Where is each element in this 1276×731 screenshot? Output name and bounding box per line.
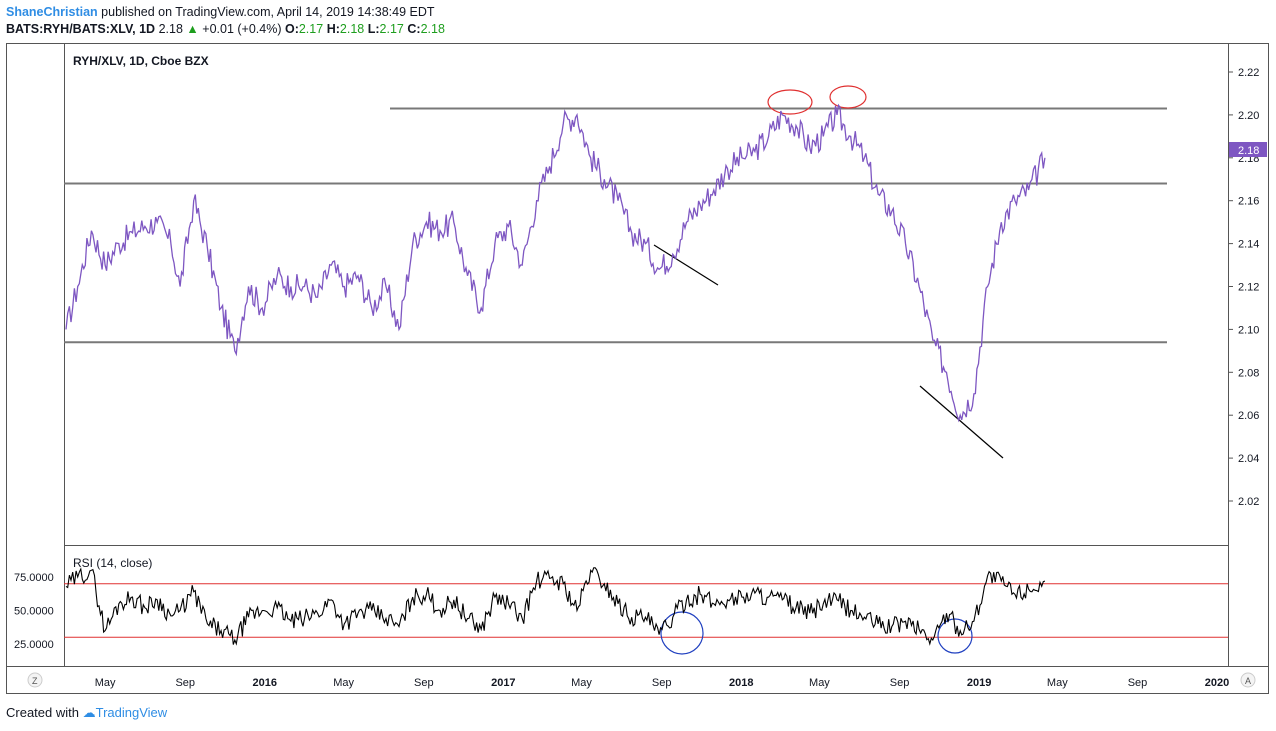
time-tick-label: May <box>571 677 592 689</box>
annotations <box>653 85 1004 655</box>
footer: Created with ☁TradingView <box>6 705 167 721</box>
rsi-tick-label: 75.0000 <box>14 572 54 584</box>
symbol-label: BATS:RYH/BATS:XLV, 1D <box>6 22 156 36</box>
open-label: O: <box>284 22 299 36</box>
price-axis: 2.22 2.20 2.18 2.16 2.14 2.12 2.10 2.08 2.06 2.04… <box>1228 67 1259 508</box>
z-button[interactable]: Z <box>27 672 43 688</box>
author-link[interactable]: ShaneChristian <box>6 5 98 19</box>
quote-line: BATS:RYH/BATS:XLV, 1D 2.18 ▲ +0.01 (+0.4… <box>6 21 445 38</box>
price-tick-label: 2.20 <box>1238 110 1259 122</box>
time-tick-label: Sep <box>414 677 434 689</box>
time-tick-label: 2019 <box>967 677 991 689</box>
price-tick-label: 2.04 <box>1238 453 1259 465</box>
time-tick-label: 2016 <box>253 677 277 689</box>
low-value: 2.17 <box>379 22 404 36</box>
tradingview-link[interactable]: TradingView <box>95 705 168 720</box>
close-value: 2.18 <box>420 22 445 36</box>
last-price-tag: 2.18 <box>1229 142 1267 157</box>
horizontal-levels <box>64 107 1167 344</box>
trendline-2018 <box>919 385 1004 459</box>
auto-scale-letter: A <box>1245 676 1251 686</box>
red-circle-2 <box>829 85 867 109</box>
high-value: 2.18 <box>339 22 365 36</box>
created-with-text: Created with <box>6 705 79 720</box>
blue-circle-2 <box>937 618 973 654</box>
price-change: +0.01 (+0.4%) <box>202 22 282 36</box>
price-tick-label: 2.02 <box>1238 496 1259 508</box>
price-tick-label: 2.16 <box>1238 196 1259 208</box>
time-tick-label: May <box>333 677 354 689</box>
rsi-line <box>65 567 1046 646</box>
high-label: H: <box>326 22 340 36</box>
auto-scale-icon[interactable] <box>1240 672 1256 688</box>
rsi-tick-label: 25.0000 <box>14 639 54 651</box>
time-tick-label: May <box>809 677 830 689</box>
time-tick-label: Sep <box>175 677 195 689</box>
last-price: 2.18 <box>158 22 183 36</box>
published-text: published on TradingView.com, April 14, … <box>101 5 435 19</box>
trendline-2017 <box>653 244 719 286</box>
time-tick-label: 2018 <box>729 677 753 689</box>
zoom-toggle-icon[interactable] <box>27 672 43 688</box>
time-axis: May Sep 2016 May Sep 2017 May Sep 2018 May Sep 2019… <box>95 677 1230 689</box>
price-tick-label: 2.22 <box>1238 67 1259 79</box>
time-tick-label: May <box>1047 677 1068 689</box>
rsi-bands <box>64 583 1228 638</box>
rsi-axis: 75.0000 50.0000 25.0000 <box>14 572 54 651</box>
price-tick-label: 2.10 <box>1238 324 1259 336</box>
price-pane <box>64 43 1229 546</box>
rsi-tick-label: 50.0000 <box>14 606 54 618</box>
tradingview-logo-icon: ☁ <box>82 705 96 720</box>
publish-line: ShaneChristian published on TradingView.… <box>6 4 445 21</box>
price-tick-label: 2.12 <box>1238 282 1259 294</box>
low-label: L: <box>367 22 380 36</box>
time-tick-label: Sep <box>652 677 672 689</box>
time-tick-label: Sep <box>890 677 910 689</box>
price-series <box>65 103 1046 423</box>
time-tick-label: 2017 <box>491 677 515 689</box>
rsi-series <box>65 567 1046 646</box>
time-tick-label: Sep <box>1128 677 1148 689</box>
price-line <box>65 103 1046 423</box>
up-arrow-icon: ▲ <box>186 22 199 36</box>
time-tick-label: 2020 <box>1205 677 1229 689</box>
open-value: 2.17 <box>298 22 324 36</box>
chart-title: RYH/XLV, 1D, Cboe BZX <box>73 54 209 68</box>
price-tick-label: 2.08 <box>1238 367 1259 379</box>
rsi-title: RSI (14, close) <box>73 556 152 570</box>
blue-circle-1 <box>660 611 704 655</box>
zoom-toggle-letter: Z <box>32 676 38 686</box>
rsi-pane <box>64 545 1229 667</box>
last-price-tag-box <box>1229 142 1267 157</box>
close-label: C: <box>407 22 421 36</box>
auto-scale-button[interactable]: A <box>1240 672 1256 688</box>
red-circle-1 <box>767 89 813 115</box>
time-tick-label: May <box>95 677 116 689</box>
price-tick-label: 2.06 <box>1238 410 1259 422</box>
chart-header: ShaneChristian published on TradingView.… <box>6 4 445 38</box>
last-price-tag-text: 2.18 <box>1238 145 1259 157</box>
price-tick-label: 2.14 <box>1238 239 1259 251</box>
